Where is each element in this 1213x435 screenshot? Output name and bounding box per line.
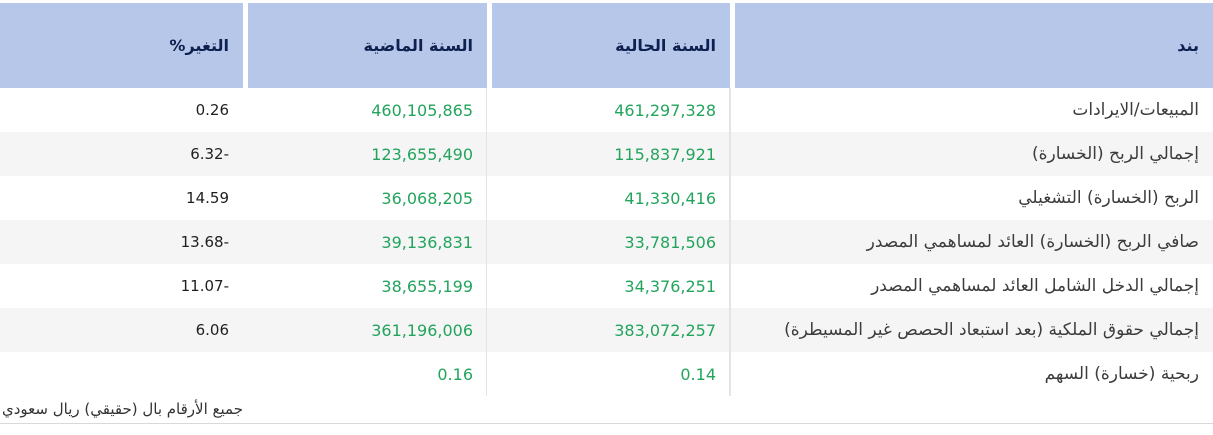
bottom-divider [0,423,1213,424]
change-percent-value [0,352,243,396]
currency-footnote: جميع الأرقام بال (حقيقي) ريال سعودي [2,400,243,418]
previous-year-value: 38,655,199 [243,264,487,308]
item-label: الربح (الخسارة) التشغيلي [730,176,1213,220]
column-header-previous-year: السنة الماضية [243,3,487,88]
table-row: ربحية (خسارة) السهم 0.14 0.16 [0,352,1213,396]
change-percent-value: 14.59 [0,176,243,220]
item-label: إجمالي حقوق الملكية (بعد استبعاد الحصص غ… [730,308,1213,352]
current-year-value: 41,330,416 [487,176,730,220]
previous-year-value: 39,136,831 [243,220,487,264]
table-row: المبيعات/الايرادات 461,297,328 460,105,8… [0,88,1213,132]
header-row: بند السنة الحالية السنة الماضية التغير% [0,3,1213,88]
item-label: إجمالي الربح (الخسارة) [730,132,1213,176]
previous-year-value: 0.16 [243,352,487,396]
financials-table: بند السنة الحالية السنة الماضية التغير% … [0,3,1213,396]
previous-year-value: 36,068,205 [243,176,487,220]
current-year-value: 115,837,921 [487,132,730,176]
change-percent-value: 6.32- [0,132,243,176]
item-label: المبيعات/الايرادات [730,88,1213,132]
change-percent-value: 13.68- [0,220,243,264]
table-row: إجمالي الربح (الخسارة) 115,837,921 123,6… [0,132,1213,176]
column-header-item: بند [730,3,1213,88]
item-label: ربحية (خسارة) السهم [730,352,1213,396]
current-year-value: 34,376,251 [487,264,730,308]
change-percent-value: 11.07- [0,264,243,308]
column-header-change-percent: التغير% [0,3,243,88]
previous-year-value: 123,655,490 [243,132,487,176]
current-year-value: 0.14 [487,352,730,396]
current-year-value: 383,072,257 [487,308,730,352]
financial-comparison-page: بند السنة الحالية السنة الماضية التغير% … [0,3,1213,435]
table-row: صافي الربح (الخسارة) العائد لمساهمي المص… [0,220,1213,264]
item-label: إجمالي الدخل الشامل العائد لمساهمي المصد… [730,264,1213,308]
current-year-value: 33,781,506 [487,220,730,264]
table-row: إجمالي الدخل الشامل العائد لمساهمي المصد… [0,264,1213,308]
table-row: الربح (الخسارة) التشغيلي 41,330,416 36,0… [0,176,1213,220]
current-year-value: 461,297,328 [487,88,730,132]
column-header-current-year: السنة الحالية [487,3,730,88]
item-label: صافي الربح (الخسارة) العائد لمساهمي المص… [730,220,1213,264]
previous-year-value: 460,105,865 [243,88,487,132]
change-percent-value: 0.26 [0,88,243,132]
change-percent-value: 6.06 [0,308,243,352]
previous-year-value: 361,196,006 [243,308,487,352]
table-row: إجمالي حقوق الملكية (بعد استبعاد الحصص غ… [0,308,1213,352]
